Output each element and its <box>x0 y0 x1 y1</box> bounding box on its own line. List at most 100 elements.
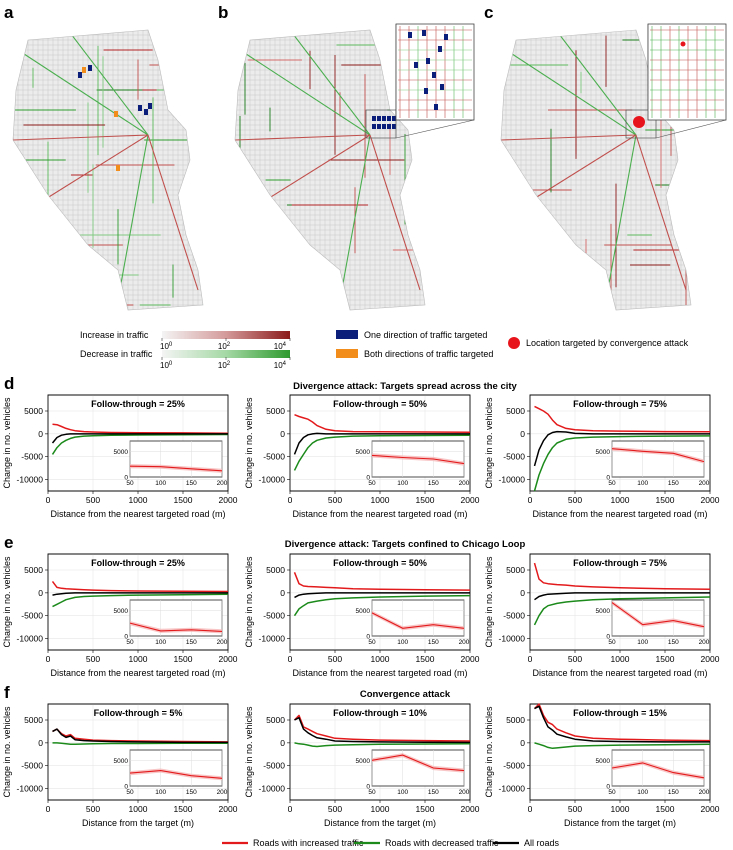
map-legend: One direction of traffic targeted Both d… <box>336 330 689 359</box>
zoom-inset-b <box>395 23 475 121</box>
series-increased-line <box>534 405 711 433</box>
inset-y-tick-label: 5000 <box>114 449 129 456</box>
x-axis-label: Distance from the nearest targeted road … <box>532 668 707 678</box>
inset-increased-line <box>371 754 465 772</box>
y-tick-label: -5000 <box>263 611 285 621</box>
x-tick-label: 1000 <box>611 495 630 505</box>
x-axis-label: Distance from the nearest targeted road … <box>292 668 467 678</box>
inset-x-tick-label: 200 <box>459 789 470 796</box>
decrease-traffic-label: Decrease in traffic <box>80 349 153 359</box>
target-one-direction <box>408 32 412 38</box>
target-one-direction <box>387 116 391 121</box>
series-increased-line <box>52 423 229 434</box>
chart-panel: 0 500 1000 1500 200050000-5000-10000Follow-t… <box>484 553 720 678</box>
inset-x-tick-label: 50 <box>368 480 376 487</box>
inset-increased-line <box>611 762 705 779</box>
y-tick-label: -5000 <box>263 452 285 462</box>
x-tick-label: 1500 <box>656 654 675 664</box>
svg-text:0: 0 <box>366 784 370 791</box>
legend-increased-label: Roads with increased traffic <box>253 838 364 848</box>
svg-text:0: 0 <box>606 634 610 641</box>
target-one-direction <box>432 72 436 78</box>
colorbar-legend: Increase in traffic Decrease in traffic … <box>80 330 291 370</box>
x-axis-label: Distance from the target (m) <box>564 818 676 828</box>
series-increased-line <box>294 414 471 434</box>
inset-x-tick-label: 150 <box>668 639 679 646</box>
svg-text:0: 0 <box>606 784 610 791</box>
series-decreased-line <box>52 742 228 745</box>
series-decreased-line <box>293 434 471 471</box>
chart-title: Follow-through = 5% <box>94 708 183 718</box>
inset-x-tick-label: 200 <box>699 789 710 796</box>
y-tick-label: 5000 <box>266 565 285 575</box>
inset-x-tick-label: 200 <box>699 480 710 487</box>
x-tick-label: 1000 <box>611 804 630 814</box>
svg-text:0: 0 <box>124 784 128 791</box>
inset-x-tick-label: 150 <box>428 639 439 646</box>
chart-panel: 0 500 1000 1500 200050000-5000-10000Follow-t… <box>484 394 720 519</box>
y-tick-label: -5000 <box>21 611 43 621</box>
target-one-direction <box>382 116 386 121</box>
inset-x-tick-label: 200 <box>699 639 710 646</box>
inset-increased-line <box>129 622 223 632</box>
zoom-inset-chart: 50 100 150 200 5000 0 <box>596 599 710 646</box>
inset-x-tick-label: 200 <box>459 480 470 487</box>
series-legend: Roads with increased traffic Roads with … <box>222 838 560 848</box>
zoom-inset-chart: 50 100 150 200 5000 0 <box>114 599 228 646</box>
chart-panel: 0 500 1000 1500 200050000-5000-10000Follow-t… <box>244 703 480 828</box>
y-axis-label: Change in no. vehicles <box>2 556 12 648</box>
y-tick-label: -10000 <box>499 784 526 794</box>
series-decreased-line <box>533 596 711 626</box>
x-tick-label: 1500 <box>174 495 193 505</box>
inset-x-tick-label: 50 <box>126 639 134 646</box>
svg-text:0: 0 <box>124 475 128 482</box>
inset-x-tick-label: 100 <box>637 789 648 796</box>
x-tick-label: 1000 <box>129 654 148 664</box>
x-tick-label: 2000 <box>461 654 480 664</box>
target-both-directions <box>116 165 120 171</box>
y-tick-label: -10000 <box>259 634 286 644</box>
panel-letter-c: c <box>484 3 493 22</box>
colorbar-tick-label: 100 <box>160 342 173 351</box>
x-tick-label: 500 <box>568 804 582 814</box>
zoom-inset-chart: 50 100 150 200 5000 0 <box>114 440 228 487</box>
both-directions-label: Both directions of traffic targeted <box>364 349 493 359</box>
series-all-roads-line <box>51 433 228 444</box>
zoom-inset-chart: 50 100 150 200 5000 0 <box>114 749 228 796</box>
city-map-c <box>500 23 727 311</box>
inset-x-tick-label: 150 <box>186 789 197 796</box>
panel-letter-a: a <box>4 3 14 22</box>
y-axis-label: Change in no. vehicles <box>484 397 494 489</box>
series-decreased-line <box>534 742 711 750</box>
inset-x-tick-label: 100 <box>397 789 408 796</box>
inset-x-tick-label: 150 <box>428 789 439 796</box>
chart-title: Follow-through = 75% <box>573 558 667 568</box>
y-axis-label: Change in no. vehicles <box>2 706 12 798</box>
y-axis-label: Change in no. vehicles <box>244 397 254 489</box>
inset-increased-line <box>611 448 705 463</box>
series-all-roads-line <box>293 432 470 455</box>
chart-title: Follow-through = 15% <box>573 708 667 718</box>
x-tick-label: 1000 <box>371 495 390 505</box>
x-tick-label: 0 <box>528 495 533 505</box>
inset-y-tick-label: 5000 <box>596 449 611 456</box>
x-tick-label: 2000 <box>701 804 720 814</box>
one-direction-label: One direction of traffic targeted <box>364 330 487 340</box>
x-tick-label: 500 <box>86 654 100 664</box>
series-all-roads-line <box>533 430 710 467</box>
inset-y-tick-label: 5000 <box>596 758 611 765</box>
y-tick-label: -5000 <box>263 761 285 771</box>
x-axis-label: Distance from the nearest targeted road … <box>50 668 225 678</box>
one-direction-swatch <box>336 330 358 339</box>
inset-increased-line <box>129 465 223 472</box>
target-one-direction <box>377 116 381 121</box>
svg-text:0: 0 <box>366 475 370 482</box>
x-tick-label: 2000 <box>219 804 238 814</box>
inset-x-tick-label: 100 <box>155 789 166 796</box>
y-tick-label: -10000 <box>499 634 526 644</box>
x-tick-label: 0 <box>528 804 533 814</box>
y-tick-label: 0 <box>280 738 285 748</box>
series-decreased-line <box>294 742 471 748</box>
series-all-roads-line <box>52 592 228 596</box>
